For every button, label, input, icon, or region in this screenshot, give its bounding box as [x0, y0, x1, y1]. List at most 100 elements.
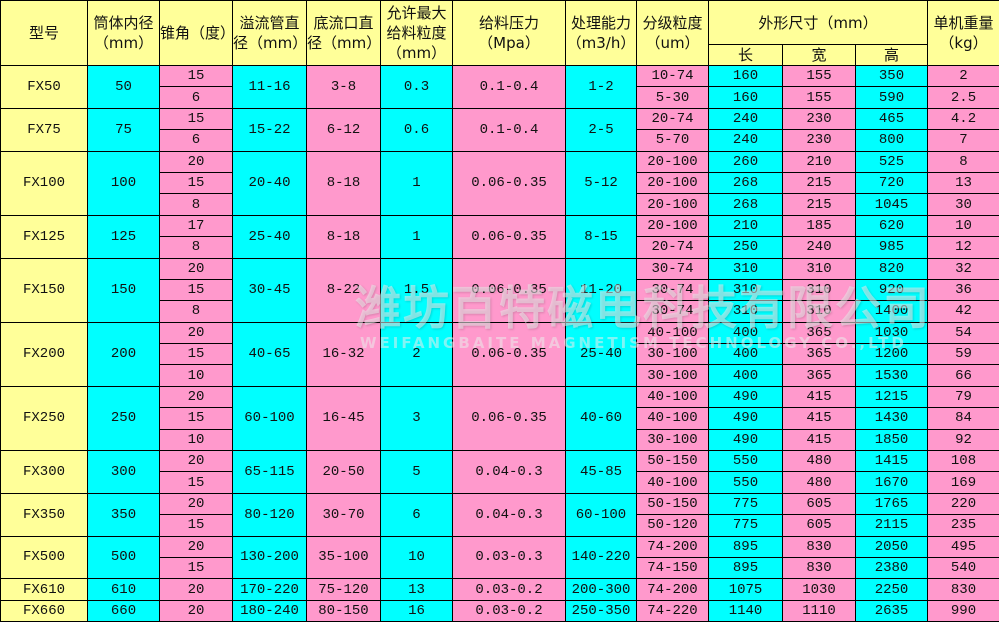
cell-width: 365 [782, 343, 856, 366]
cell-height: 920 [855, 278, 928, 302]
cell-max-feed-size: 1.5 [380, 257, 453, 323]
cell-capacity: 8-15 [565, 214, 637, 259]
cell-cone-angle: 6 [159, 129, 233, 152]
cell-height: 2380 [855, 556, 928, 580]
cell-pressure: 0.03-0.3 [452, 535, 566, 580]
cell-cut-size: 20-100 [636, 171, 709, 195]
cell-model: FX75 [0, 107, 88, 152]
cell-model: FX500 [0, 535, 88, 580]
header-cone-angle: 锥角（度） [159, 0, 233, 66]
cell-height: 1400 [855, 300, 928, 323]
header-max-feed-size: 允许最大给料粒度（mm） [380, 0, 453, 66]
cell-max-feed-size: 16 [380, 599, 453, 623]
header-capacity: 处理能力（m3/h） [565, 0, 637, 66]
cell-height: 1045 [855, 193, 928, 216]
cell-weight: 4.2 [927, 107, 999, 131]
cell-length: 240 [708, 129, 783, 152]
cell-weight: 2.5 [927, 86, 999, 109]
cell-max-feed-size: 13 [380, 578, 453, 601]
header-dimensions: 外形尺寸（mm） [708, 0, 928, 45]
cell-diameter: 250 [87, 385, 160, 452]
cell-width: 240 [782, 236, 856, 259]
cell-cut-size: 30-74 [636, 300, 709, 323]
cell-underflow: 30-70 [306, 492, 381, 537]
cell-width: 210 [782, 150, 856, 173]
cell-underflow: 20-50 [306, 450, 381, 494]
cell-width: 1030 [782, 578, 856, 601]
table-row: 15 74-150 895 830 2380 540 [1, 556, 999, 580]
cell-cut-size: 50-150 [636, 492, 709, 516]
cell-width: 415 [782, 385, 856, 409]
cell-diameter: 75 [87, 107, 160, 152]
cell-pressure: 0.06-0.35 [452, 257, 566, 323]
cell-underflow: 16-45 [306, 385, 381, 452]
cell-length: 400 [708, 321, 783, 345]
cell-width: 830 [782, 535, 856, 558]
cell-max-feed-size: 0.3 [380, 65, 453, 109]
cell-height: 465 [855, 107, 928, 131]
cell-height: 820 [855, 257, 928, 280]
cell-max-feed-size: 1 [380, 214, 453, 259]
cell-height: 2050 [855, 535, 928, 558]
cell-cone-angle: 15 [159, 343, 233, 366]
cell-cone-angle: 15 [159, 64, 233, 88]
cell-weight: 13 [927, 171, 999, 195]
cell-width: 830 [782, 556, 856, 580]
cell-weight: 10 [927, 214, 999, 238]
header-model: 型号 [0, 0, 88, 66]
cell-length: 310 [708, 257, 783, 280]
cell-diameter: 660 [87, 599, 160, 623]
cell-cone-angle: 20 [159, 599, 233, 623]
table-row: FX350 350 20 80-120 30-70 6 0.04-0.3 60-100 50-1… [0, 492, 999, 537]
cell-underflow: 80-150 [306, 599, 381, 623]
cell-cone-angle: 8 [159, 236, 233, 259]
cell-pressure: 0.04-0.3 [452, 492, 566, 537]
header-feed-pressure: 给料压力（Mpa） [452, 0, 566, 66]
cell-cone-angle: 17 [159, 214, 233, 238]
header-underflow-diameter: 底流口直径（mm） [306, 0, 381, 66]
cell-cone-angle: 8 [159, 300, 233, 323]
table-row: FX300 300 20 65-115 20-50 5 0.04-0.3 45-85 50-15… [0, 450, 999, 494]
cell-length: 550 [708, 450, 783, 473]
cell-height: 1765 [855, 492, 928, 516]
cell-cone-angle: 10 [159, 364, 233, 387]
cell-weight: 79 [927, 385, 999, 409]
cell-weight: 42 [927, 300, 999, 323]
cell-length: 400 [708, 364, 783, 387]
table-row: 8 20-100 268 215 1045 30 [1, 193, 999, 216]
table-row: 15 40-100 490 415 1430 84 [1, 407, 999, 430]
cell-width: 185 [782, 214, 856, 238]
cell-cut-size: 30-74 [636, 278, 709, 302]
table-row: FX150 150 20 30-45 8-22 1.5 0.06-0.35 11-20 30-7… [0, 257, 999, 323]
cell-model: FX610 [0, 578, 88, 601]
cell-model: FX350 [0, 492, 88, 537]
header-width: 宽 [782, 44, 856, 66]
cell-cone-angle: 15 [159, 471, 233, 494]
cell-height: 1200 [855, 343, 928, 366]
cell-capacity: 60-100 [565, 492, 637, 537]
cell-cut-size: 30-100 [636, 343, 709, 366]
cell-underflow: 8-22 [306, 257, 381, 323]
cell-pressure: 0.06-0.35 [452, 150, 566, 216]
cell-cone-angle: 15 [159, 278, 233, 302]
cell-width: 155 [782, 86, 856, 109]
cell-height: 525 [855, 150, 928, 173]
cell-cut-size: 20-100 [636, 214, 709, 238]
cell-cut-size: 30-100 [636, 428, 709, 452]
cell-length: 895 [708, 535, 783, 558]
cell-cone-angle: 15 [159, 407, 233, 430]
cell-height: 620 [855, 214, 928, 238]
cell-weight: 36 [927, 278, 999, 302]
cell-underflow: 3-8 [306, 65, 381, 109]
cell-cone-angle: 15 [159, 171, 233, 195]
cell-length: 775 [708, 492, 783, 516]
cell-weight: 84 [927, 407, 999, 430]
cell-overflow: 65-115 [232, 450, 307, 494]
cell-cut-size: 50-120 [636, 514, 709, 537]
cell-length: 260 [708, 150, 783, 173]
cell-height: 1215 [855, 385, 928, 409]
table-body: FX50 50 15 11-16 3-8 0.3 0.1-0.4 1-2 10-74 160 155… [0, 64, 999, 623]
cell-width: 365 [782, 364, 856, 387]
cell-length: 250 [708, 236, 783, 259]
cell-diameter: 150 [87, 257, 160, 323]
